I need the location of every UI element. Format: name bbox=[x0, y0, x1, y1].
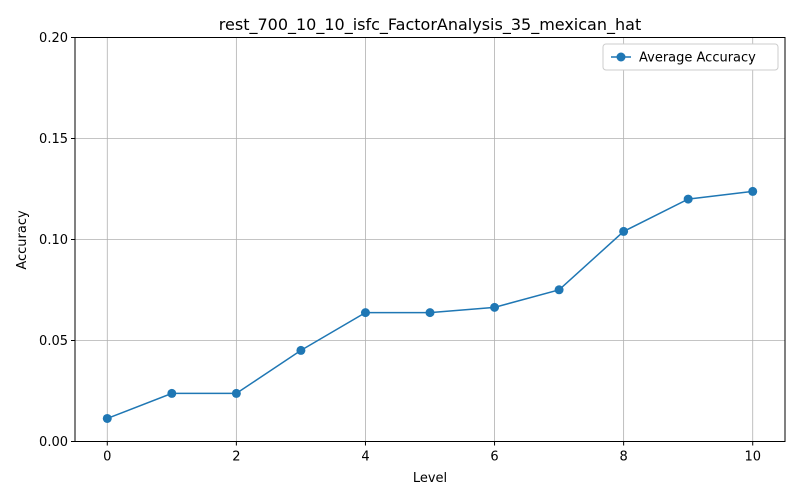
x-tick-label: 2 bbox=[232, 450, 240, 465]
data-point bbox=[554, 285, 564, 295]
y-tick-label: 0.20 bbox=[39, 31, 68, 46]
x-tick-label: 0 bbox=[103, 450, 111, 465]
legend-label: Average Accuracy bbox=[639, 51, 756, 66]
data-point bbox=[296, 345, 306, 355]
legend: Average Accuracy bbox=[602, 43, 779, 71]
data-point bbox=[102, 413, 112, 423]
data-point bbox=[167, 388, 177, 398]
chart-title: rest_700_10_10_isfc_FactorAnalysis_35_me… bbox=[219, 15, 641, 35]
data-point bbox=[490, 302, 500, 312]
x-axis: 0 2 4 6 8 10 bbox=[103, 441, 761, 465]
x-tick-label: 4 bbox=[361, 450, 369, 465]
y-tick-label: 0.05 bbox=[39, 334, 68, 349]
x-tick-label: 6 bbox=[490, 450, 498, 465]
y-axis: 0.00 0.05 0.10 0.15 0.20 bbox=[39, 31, 75, 450]
y-tick-label: 0.10 bbox=[39, 233, 68, 248]
x-tick-label: 8 bbox=[619, 450, 627, 465]
x-tick-label: 10 bbox=[744, 450, 761, 465]
legend-point-marker bbox=[616, 52, 626, 62]
data-point bbox=[748, 186, 758, 196]
x-axis-label: Level bbox=[413, 471, 447, 486]
y-tick-label: 0.15 bbox=[39, 132, 68, 147]
data-point bbox=[360, 308, 370, 318]
legend-box bbox=[602, 43, 779, 71]
series bbox=[102, 186, 758, 423]
y-axis-label: Accuracy bbox=[15, 210, 30, 270]
data-point bbox=[619, 226, 629, 236]
y-tick-label: 0.00 bbox=[39, 435, 68, 450]
data-point bbox=[683, 194, 693, 204]
data-point bbox=[231, 388, 241, 398]
data-point bbox=[425, 308, 435, 318]
